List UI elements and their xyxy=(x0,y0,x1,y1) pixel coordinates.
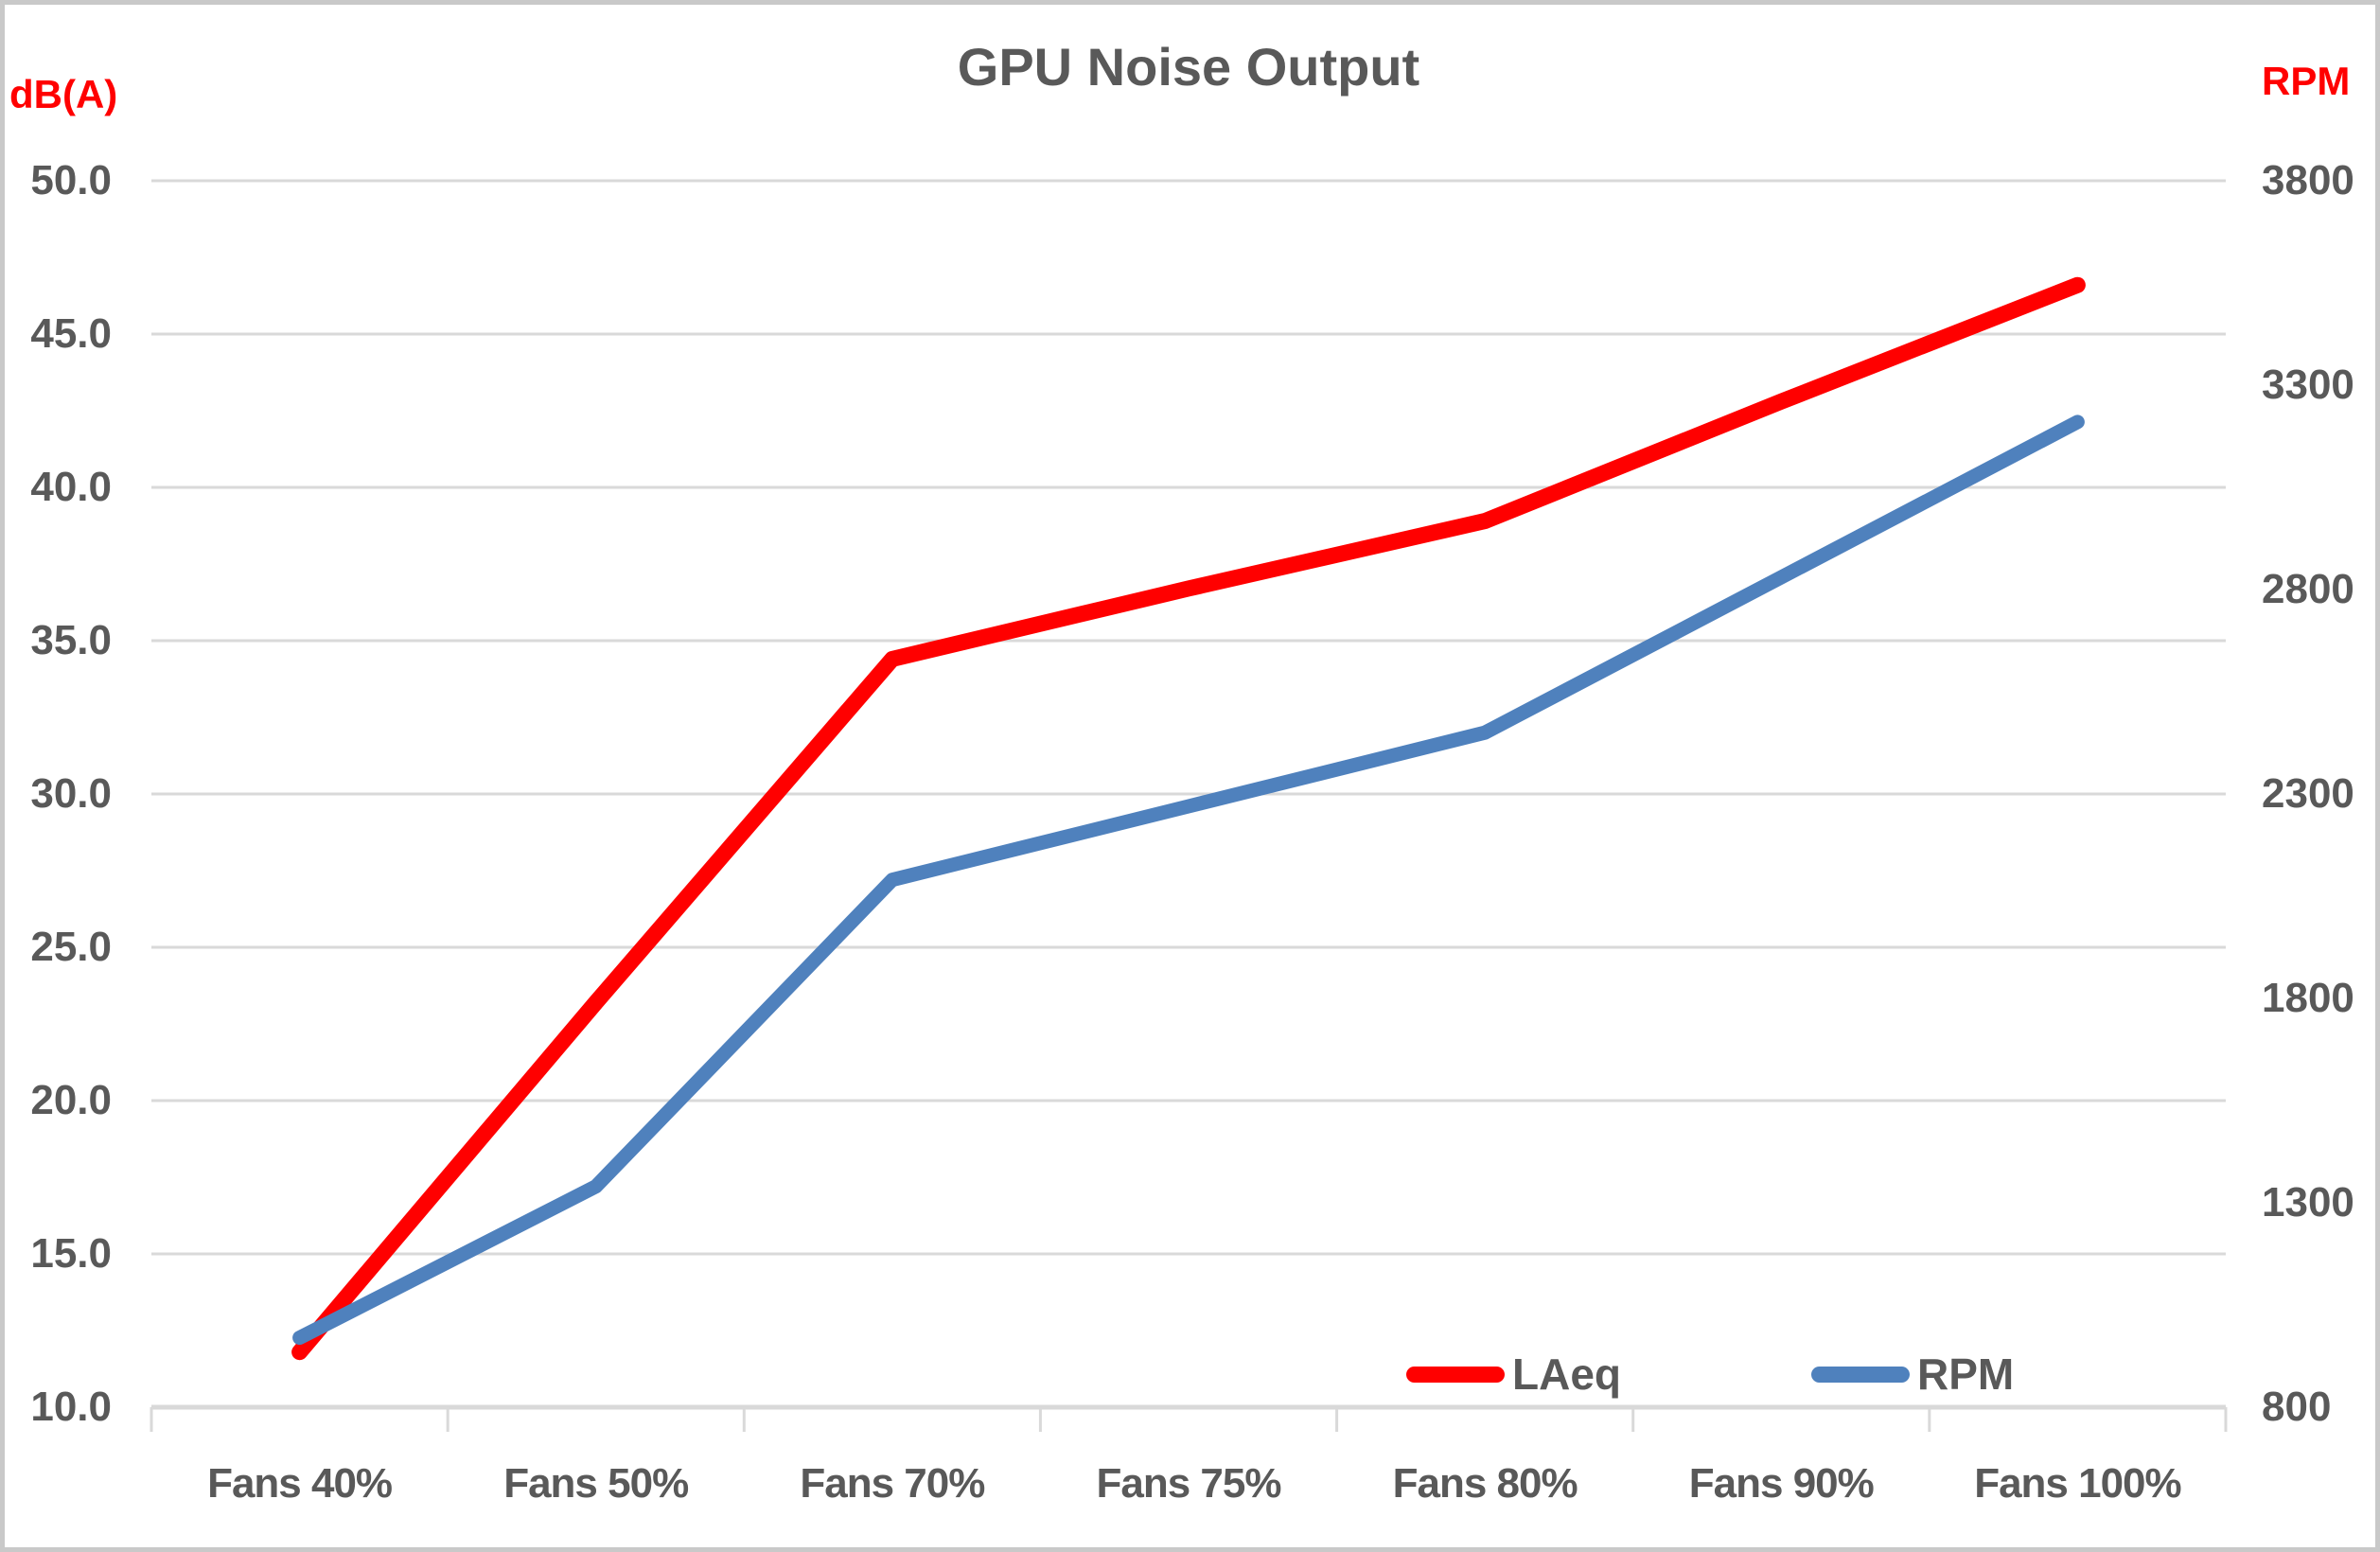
left-axis-tick-label: 30.0 xyxy=(30,770,112,817)
x-axis-category-label: Fans 90% xyxy=(1688,1460,1875,1507)
x-axis-category-label: Fans 75% xyxy=(1096,1460,1282,1507)
right-axis-tick-label: 3300 xyxy=(2262,362,2354,408)
left-axis-tick-label: 40.0 xyxy=(30,464,112,510)
left-axis-unit-label: dB(A) xyxy=(9,72,118,116)
left-axis-tick-label: 45.0 xyxy=(30,310,112,357)
right-axis-tick-label: 2800 xyxy=(2262,566,2354,612)
right-axis-unit-label: RPM xyxy=(2262,59,2351,103)
series-line-laeq xyxy=(291,276,2086,1361)
left-axis-tick-label: 15.0 xyxy=(30,1230,112,1277)
legend-label-rpm: RPM xyxy=(1917,1349,2015,1399)
right-axis-tick-label: 1800 xyxy=(2262,975,2354,1021)
left-axis-tick-label: 10.0 xyxy=(30,1384,112,1430)
x-axis-category-label: Fans 50% xyxy=(503,1460,689,1507)
legend-swatch-rpm xyxy=(1811,1366,1910,1383)
legend-item-laeq: LAeq xyxy=(1406,1348,1621,1401)
x-axis-category-label: Fans 70% xyxy=(800,1460,985,1507)
legend-swatch-laeq xyxy=(1406,1366,1505,1383)
right-axis-tick-label: 800 xyxy=(2262,1384,2332,1430)
left-axis-tick-label: 35.0 xyxy=(30,617,112,663)
left-axis-tick-label: 50.0 xyxy=(30,157,112,203)
series-line-rpm xyxy=(292,414,2085,1346)
x-axis-category-label: Fans 100% xyxy=(1974,1460,2181,1507)
x-axis-category-label: Fans 40% xyxy=(207,1460,393,1507)
left-axis-tick-label: 25.0 xyxy=(30,924,112,970)
legend-label-laeq: LAeq xyxy=(1512,1349,1621,1399)
right-axis-tick-label: 3800 xyxy=(2262,157,2354,203)
legend-item-rpm: RPM xyxy=(1811,1348,2014,1401)
chart-title: GPU Noise Output xyxy=(957,37,1420,97)
right-axis-tick-label: 1300 xyxy=(2262,1179,2354,1226)
x-axis-category-label: Fans 80% xyxy=(1392,1460,1578,1507)
left-axis-tick-label: 20.0 xyxy=(30,1077,112,1123)
right-axis-tick-label: 2300 xyxy=(2262,770,2354,817)
